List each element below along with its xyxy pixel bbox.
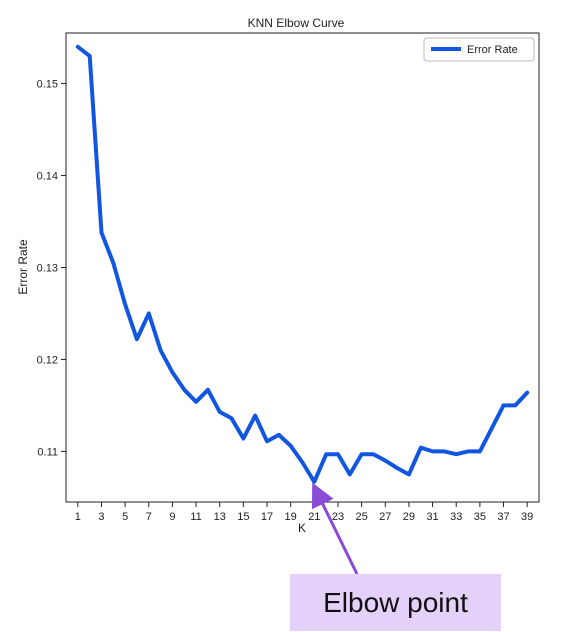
plot-area [65,32,540,503]
x-tick-label: 27 [379,511,391,523]
x-tick-label: 25 [356,511,368,523]
series-line-0 [75,44,530,484]
x-tick-label: 23 [332,511,344,523]
elbow-callout-label: Elbow point [323,587,468,618]
x-axis-ticks: 1 3 5 7 9 11 13 15 17 19 21 23 25 27 29 31 33 35 37 39 [75,502,533,523]
y-tick-label: 0.12 [37,354,58,366]
legend: Error Rate [423,37,535,62]
legend-box [423,37,535,62]
chart-title: KNN Elbow Curve [248,16,345,30]
y-axis-ticks: 0.11 0.12 0.13 0.14 0.15 [37,79,66,458]
elbow-arrow [311,482,359,575]
x-tick-label: 11 [190,511,201,523]
x-tick-label: 31 [426,511,438,523]
y-axis-label: Error Rate [16,239,30,295]
elbow-callout-box [290,574,501,631]
y-tick-label: 0.11 [37,446,58,458]
legend-label: Error Rate [467,44,518,56]
x-tick-label: 35 [474,511,486,523]
x-tick-label: 37 [497,511,509,523]
x-tick-label: 3 [98,511,104,523]
x-tick-label: 17 [261,511,273,523]
x-tick-label: 19 [285,511,297,523]
x-tick-label: 13 [214,511,226,523]
x-tick-label: 39 [521,511,533,523]
x-tick-label: 15 [237,511,249,523]
x-tick-label: 5 [122,511,128,523]
x-tick-label: 21 [308,511,320,523]
y-tick-label: 0.13 [37,263,58,275]
series-layer [75,44,530,484]
x-axis-label: K [298,521,306,535]
y-tick-label: 0.15 [37,79,58,91]
x-tick-label: 1 [75,511,81,523]
x-tick-label: 9 [169,511,175,523]
x-tick-label: 29 [403,511,415,523]
y-tick-label: 0.14 [37,171,58,183]
x-tick-label: 7 [146,511,152,523]
x-tick-label: 33 [450,511,462,523]
